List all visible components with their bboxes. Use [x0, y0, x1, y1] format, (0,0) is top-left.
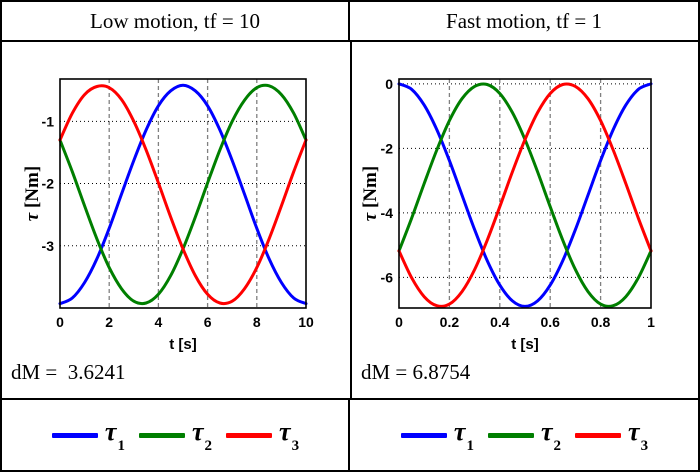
x-tick-label: 0.8: [591, 314, 611, 330]
title-row: Low motion, tf = 10 Fast motion, tf = 1: [2, 2, 698, 42]
tau2-curve: [58, 83, 308, 306]
x-tick-label: 1: [647, 314, 655, 330]
legend-item-tau1: τ1: [51, 417, 125, 454]
x-tick-label: 0: [56, 314, 64, 330]
x-tick-label: 0: [395, 314, 403, 330]
panel-title-low-motion: Low motion, tf = 10: [2, 2, 350, 40]
x-tick-label: 0.6: [540, 314, 560, 330]
dm-value-fast-motion: dM = 6.8754: [361, 360, 471, 384]
y-axis-label: τ [Nm]: [22, 166, 43, 221]
x-tick-label: 4: [155, 314, 163, 330]
y-tick-label: -3: [42, 238, 55, 254]
tau2-legend-label: τ2: [191, 417, 213, 454]
x-axis-label: t [s]: [169, 336, 197, 352]
x-tick-label: 0.2: [440, 314, 460, 330]
x-tick-label: 6: [204, 314, 212, 330]
legend-item-tau2: τ2: [487, 417, 562, 454]
tau1-legend-label: τ1: [453, 417, 474, 454]
tau3-curve: [397, 82, 653, 308]
dm-value-low-motion: dM = 3.6241: [11, 360, 126, 384]
tau2-legend-line: [138, 432, 185, 438]
tau2-curve: [397, 82, 653, 308]
tau1-legend-line: [51, 432, 98, 438]
tau2-legend-line: [487, 432, 534, 438]
legend-left: τ1 τ2 τ3: [2, 400, 350, 470]
tau3-legend-label: τ3: [279, 417, 300, 454]
x-tick-label: 2: [105, 314, 113, 330]
chart-panel-low-motion: -1 -2 -3 0 2 4 6 8 10 t [s] τ [Nm] dM = 3.6241: [2, 42, 352, 398]
torque-chart-fast-motion: 0 -2 -4 -6 0 0.2 0.4 0.6 0.8 1 t [s] τ [Nm]: [360, 76, 655, 352]
tau3-legend-label: τ3: [628, 417, 649, 454]
x-axis-label: t [s]: [511, 336, 539, 352]
tau1-legend-label: τ1: [104, 417, 125, 454]
legend-item-tau3: τ3: [575, 417, 649, 454]
y-tick-label: -4: [381, 205, 394, 221]
chart-panel-fast-motion: 0 -2 -4 -6 0 0.2 0.4 0.6 0.8 1 t [s] τ [Nm] dM = 6.…: [352, 42, 698, 398]
legend-row: τ1 τ2 τ3 τ1 τ2 τ3: [2, 398, 698, 470]
plot-frame: [398, 78, 652, 309]
x-tick-label: 0.4: [490, 314, 510, 330]
legend-item-tau2: τ2: [138, 417, 213, 454]
tau1-curve: [397, 82, 653, 308]
y-tick-label: -2: [42, 176, 55, 192]
legend-right: τ1 τ2 τ3: [350, 400, 698, 470]
torque-chart-low-motion: -1 -2 -3 0 2 4 6 8 10 t [s] τ [Nm]: [22, 78, 314, 352]
legend-item-tau1: τ1: [400, 417, 474, 454]
x-tick-label: 10: [298, 314, 314, 330]
y-tick-label: 0: [385, 76, 393, 92]
tau2-legend-label: τ2: [540, 417, 562, 454]
x-tick-label: 8: [253, 314, 261, 330]
y-axis-label: τ [Nm]: [360, 166, 381, 221]
y-tick-label: -2: [381, 140, 394, 156]
legend-item-tau3: τ3: [226, 417, 300, 454]
tau1-curve: [58, 83, 308, 306]
chart-row: -1 -2 -3 0 2 4 6 8 10 t [s] τ [Nm] dM = 3.6241 0 -2…: [2, 42, 698, 398]
tau3-legend-line: [226, 432, 273, 438]
tau3-curve: [58, 84, 308, 306]
y-tick-label: -6: [381, 269, 394, 285]
tau3-legend-line: [575, 432, 622, 438]
plot-frame: [59, 78, 307, 309]
y-tick-label: -1: [42, 113, 55, 129]
tau1-legend-line: [400, 432, 447, 438]
panel-title-fast-motion: Fast motion, tf = 1: [446, 8, 602, 33]
